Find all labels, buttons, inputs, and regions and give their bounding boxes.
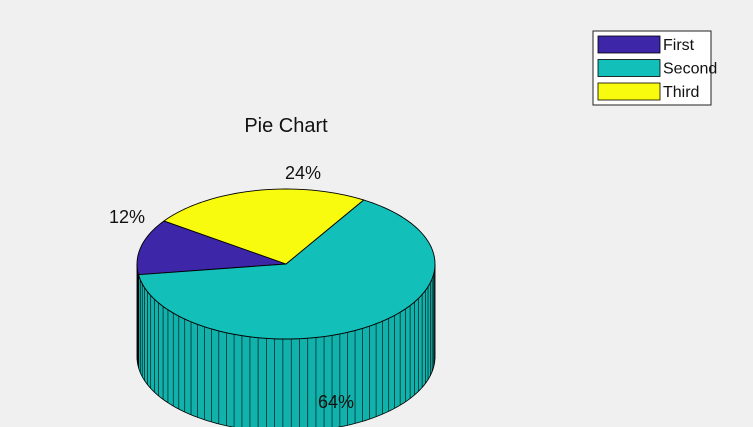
slice-label-first: 12% bbox=[109, 207, 145, 227]
legend-swatch-first bbox=[597, 35, 661, 54]
slice-second bbox=[138, 199, 436, 340]
legend: First Second Third bbox=[592, 30, 717, 106]
slice-first bbox=[136, 220, 287, 276]
legend-label-second: Second bbox=[663, 61, 717, 78]
slice-label-third: 24% bbox=[285, 163, 321, 183]
legend-swatch-third bbox=[597, 82, 661, 101]
pie-chart bbox=[136, 188, 436, 427]
slice-label-second: 64% bbox=[318, 392, 354, 412]
chart-title: Pie Chart bbox=[244, 115, 328, 137]
slice-third bbox=[163, 188, 365, 265]
legend-swatch-second bbox=[597, 59, 661, 77]
legend-label-first: First bbox=[663, 37, 695, 54]
legend-label-third: Third bbox=[663, 84, 699, 101]
slice-labels: 12% 64% 24% bbox=[109, 163, 354, 412]
